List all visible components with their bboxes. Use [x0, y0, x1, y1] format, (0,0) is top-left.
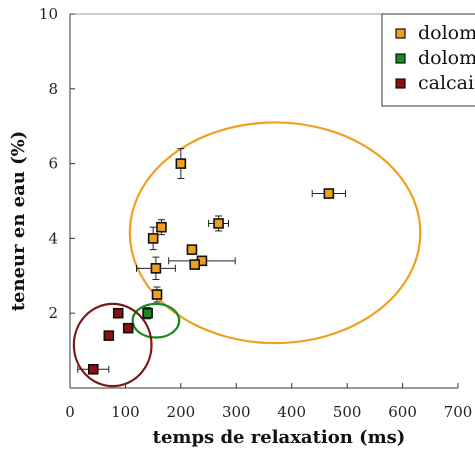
y-tick-label: 6: [48, 155, 58, 173]
x-tick-label: 600: [388, 403, 417, 421]
point-marker: [175, 158, 187, 169]
legend-swatch: [395, 78, 406, 89]
point-marker: [156, 221, 167, 233]
y-tick-label: 2: [48, 304, 58, 322]
point-marker: [323, 188, 335, 199]
point-marker: [142, 307, 153, 319]
legend-label: calcaire: [418, 72, 475, 94]
x-tick-label: 200: [167, 403, 196, 421]
data-point: [151, 286, 163, 303]
legend: dolomie dolomie calcaire: [381, 13, 475, 107]
data-point: [186, 244, 198, 255]
point-marker: [151, 289, 163, 300]
data-point: [136, 256, 176, 281]
x-tick-label: 0: [65, 403, 75, 421]
data-point: [147, 226, 159, 251]
data-point: [112, 307, 124, 319]
point-marker: [213, 218, 224, 229]
point-marker: [122, 322, 134, 334]
point-marker: [186, 244, 198, 255]
data-point: [122, 322, 134, 334]
x-tick-label: 500: [333, 403, 362, 421]
legend-swatch: [395, 28, 406, 39]
data-point: [208, 215, 230, 232]
cluster-ellipses: [72, 121, 422, 388]
legend-label: dolomie: [418, 47, 475, 69]
data-point: [189, 259, 201, 270]
point-marker: [150, 263, 162, 274]
data-point: [142, 307, 153, 320]
point-marker: [189, 259, 201, 270]
x-tick-label: 700: [444, 403, 473, 421]
y-axis-title: teneur en eau (%): [8, 131, 29, 312]
cluster-ellipse: [131, 302, 181, 339]
point-marker: [87, 363, 99, 375]
point-marker: [112, 307, 124, 319]
data-point: [175, 148, 187, 180]
legend-swatch: [395, 53, 406, 64]
x-tick-label: 300: [222, 403, 251, 421]
x-tick-label: 100: [111, 403, 140, 421]
x-axis-title: temps de relaxation (ms): [153, 427, 406, 448]
axes: 0 100 200 300 400 500 600 700 2 4 6 8 10: [39, 5, 472, 421]
data-point: [103, 330, 115, 341]
cluster-ellipse: [128, 121, 422, 345]
y-tick-label: 4: [48, 229, 58, 247]
point-marker: [147, 233, 159, 244]
x-tick-label: 400: [277, 403, 306, 421]
point-marker: [103, 330, 115, 341]
data-point: [168, 255, 236, 267]
data-point: [77, 363, 110, 375]
legend-label: dolomie: [418, 22, 475, 44]
y-tick-label: 10: [39, 5, 58, 23]
data-points: [77, 148, 346, 375]
y-tick-label: 8: [48, 80, 58, 98]
data-point: [156, 219, 167, 236]
cluster-ellipse: [72, 302, 153, 388]
data-point: [311, 188, 346, 199]
